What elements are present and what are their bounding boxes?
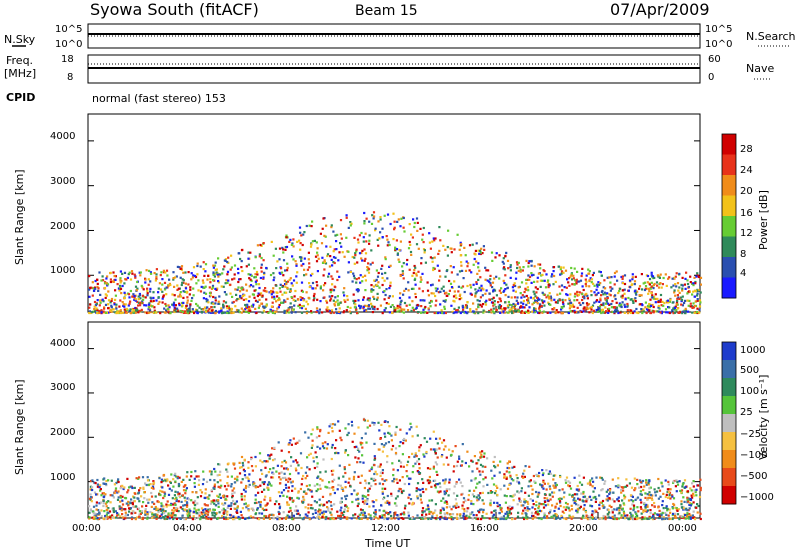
xtick-24: 00:00 (668, 523, 697, 534)
freq-unit-label: [MHz] (4, 67, 37, 80)
velocity-colorbar-swatch (722, 360, 736, 379)
velocity-colorbar-frame (721, 341, 737, 505)
power-colorbar-swatch (722, 134, 736, 155)
power-colorbar-swatch (722, 236, 736, 258)
power-cbar-tick-16: 16 (740, 208, 753, 219)
xtick-12: 12:00 (371, 523, 400, 534)
noise-tick-right-bottom: 10^0 (705, 39, 733, 50)
power-colorbar-swatch (722, 277, 736, 299)
xlabel: Time UT (365, 537, 411, 550)
power-colorbar-swatch (722, 257, 736, 278)
power-cbar-tick-12: 12 (740, 228, 753, 239)
velocity-panel-frame (87, 321, 701, 519)
vel-cbar-tick-500: 500 (740, 365, 760, 376)
xtick-8: 08:00 (272, 523, 301, 534)
nsearch-label: N.Search (746, 30, 796, 43)
velocity-heatmap (88, 417, 702, 521)
cpid-value: normal (fast stereo) 153 (92, 92, 226, 105)
velocity-colorbar-swatch (722, 378, 736, 397)
power-ytick-3000: 3000 (50, 176, 76, 187)
power-colorbar-swatch (722, 195, 736, 217)
vel-cbar-tick-m1000: −1000 (740, 492, 774, 503)
nave-tick-bottom: 0 (708, 72, 715, 83)
power-colorbar-swatch (722, 154, 736, 176)
xtick-16: 16:00 (470, 523, 499, 534)
power-cbar-tick-28: 28 (740, 144, 753, 155)
freq-label: Freq. (6, 54, 34, 67)
power-colorbar-frame (721, 133, 737, 299)
vel-cbar-tick-1000: 1000 (740, 345, 766, 356)
beam-label: Beam 15 (355, 3, 418, 19)
vel-cbar-tick-25: 25 (740, 407, 753, 418)
velocity-ytick-3000: 3000 (50, 382, 76, 393)
power-cbar-tick-8: 8 (740, 249, 747, 260)
power-ytick-2000: 2000 (50, 221, 76, 232)
xtick-4: 04:00 (173, 523, 202, 534)
xtick-20: 20:00 (569, 523, 598, 534)
velocity-colorbar-swatch (722, 468, 736, 487)
cpid-label: CPID (6, 91, 36, 104)
velocity-ytick-4000: 4000 (50, 338, 76, 349)
velocity-colorbar-swatch (722, 342, 736, 361)
nsky-label: N.Sky (4, 33, 36, 46)
vel-cbar-tick-100: 100 (740, 386, 760, 397)
vel-cbar-tick-m500: −500 (740, 471, 768, 482)
date-label: 07/Apr/2009 (610, 0, 710, 19)
vel-cbar-tick-m25: −25 (740, 429, 762, 440)
xtick-0: 00:00 (72, 523, 101, 534)
power-cbar-tick-20: 20 (740, 186, 753, 197)
noise-tick-left-top: 10^5 (55, 24, 83, 35)
velocity-colorbar-swatch (722, 432, 736, 451)
power-cbar-tick-4: 4 (740, 268, 747, 279)
station-title: Syowa South (fitACF) (90, 0, 259, 19)
power-ytick-4000: 4000 (50, 131, 76, 142)
power-ytick-1000: 1000 (50, 265, 76, 276)
velocity-colorbar-swatch (722, 450, 736, 469)
freq-tick-bottom: 8 (67, 72, 74, 83)
noise-tick-right-top: 10^5 (705, 24, 733, 35)
nave-label: Nave (746, 62, 775, 75)
power-cbar-tick-24: 24 (740, 165, 753, 176)
power-heatmap (88, 211, 703, 315)
noise-tick-left-bottom: 10^0 (55, 39, 83, 50)
velocity-colorbar-swatch (722, 396, 736, 415)
nave-tick-top: 60 (708, 54, 721, 65)
vel-cbar-tick-m100: −100 (740, 450, 768, 461)
freq-tick-top: 18 (61, 54, 74, 65)
power-colorbar-swatch (722, 175, 736, 196)
velocity-ytick-1000: 1000 (50, 472, 76, 483)
velocity-ytick-2000: 2000 (50, 427, 76, 438)
power-colorbar-swatch (722, 216, 736, 237)
velocity-colorbar-swatch (722, 486, 736, 505)
velocity-colorbar-swatch (722, 414, 736, 433)
